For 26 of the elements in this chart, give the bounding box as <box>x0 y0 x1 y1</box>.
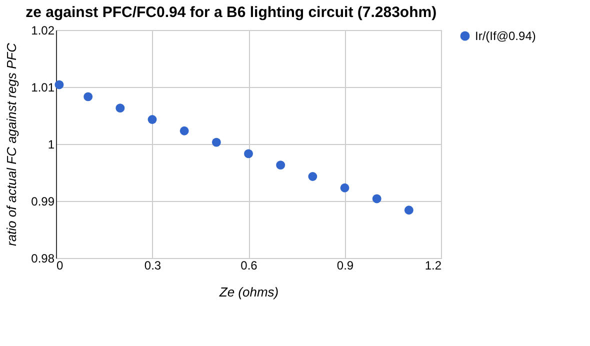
chart-title: ze against PFC/FC0.94 for a B6 lighting circuit (7.283ohm) <box>26 4 437 21</box>
y-tick-label: 1 <box>48 138 55 152</box>
point <box>340 183 350 192</box>
point <box>180 126 189 136</box>
point <box>308 172 318 181</box>
point <box>54 80 64 90</box>
x-axis-title: Ze (ohms) <box>218 284 279 300</box>
point <box>372 194 382 204</box>
x-tick-label: 0.6 <box>240 258 258 272</box>
y-tick-label: 1.01 <box>31 80 55 94</box>
point <box>244 149 253 158</box>
x-tick-label: 0.3 <box>144 258 162 272</box>
point <box>116 104 125 113</box>
x-tick-label: 0 <box>56 258 64 272</box>
point <box>276 160 286 170</box>
point <box>212 138 221 147</box>
y-tick-label: 0.99 <box>31 194 55 208</box>
legend-label: Ir/(If@0.94) <box>475 29 536 43</box>
y-tick-label: 1.02 <box>31 24 55 38</box>
y-axis-title: ratio of actual FC against regs PFC <box>4 42 20 246</box>
y-tick-label: 0.98 <box>31 252 55 266</box>
x-tick-label: 0.9 <box>336 258 354 272</box>
point <box>84 92 93 102</box>
point <box>404 206 414 215</box>
x-tick-label: 1.2 <box>424 258 442 272</box>
point <box>148 115 157 124</box>
